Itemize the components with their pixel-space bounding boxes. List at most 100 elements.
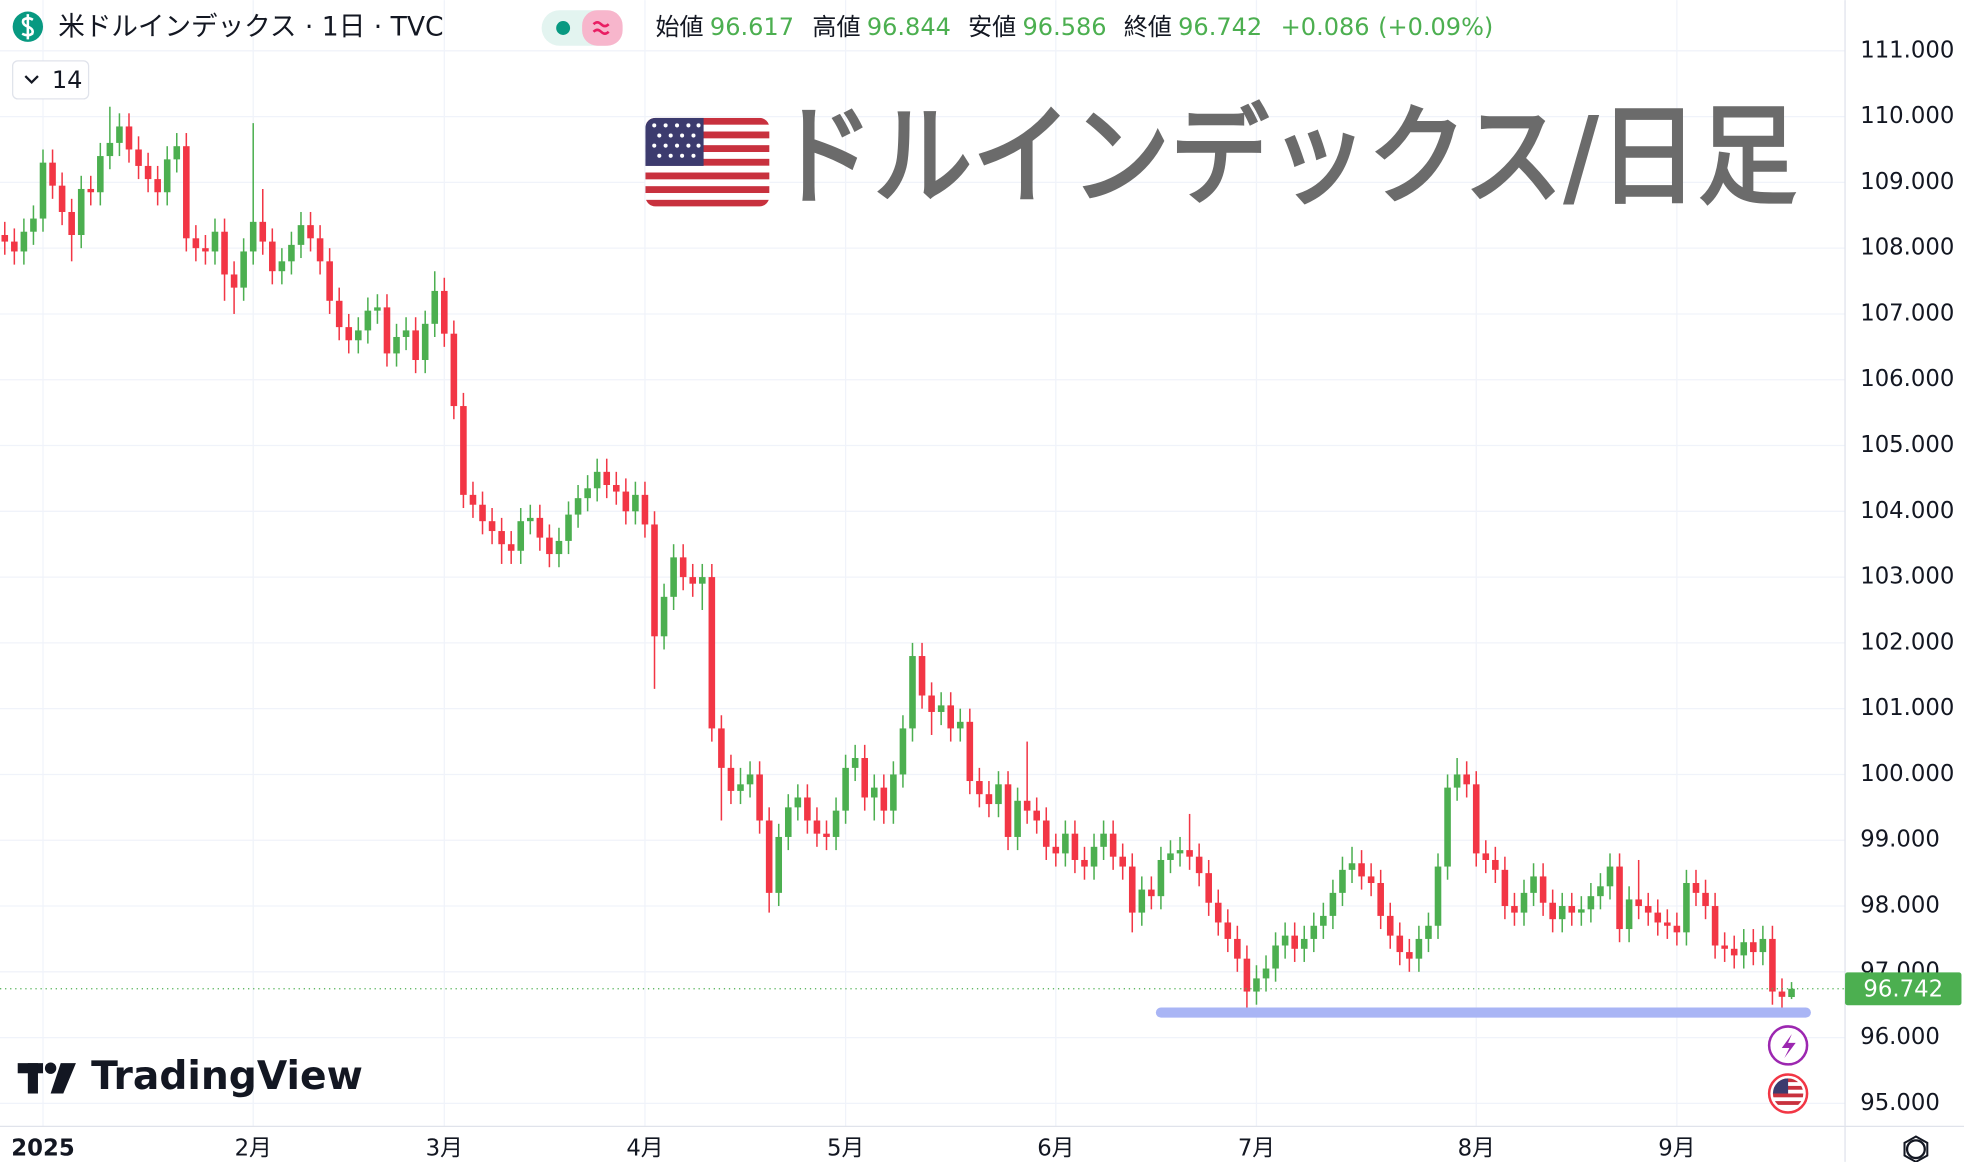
candle-body: [584, 488, 591, 499]
candle-body: [1759, 938, 1767, 953]
candle-body: [851, 758, 859, 768]
candle-body: [603, 471, 611, 485]
candle-body: [1062, 833, 1069, 854]
candle-body: [278, 261, 286, 272]
candle-body: [68, 211, 75, 236]
candle-body: [899, 728, 907, 775]
candle-body: [1014, 800, 1021, 837]
candle-body: [1033, 810, 1040, 821]
candle-body: [1587, 896, 1595, 910]
candle-body: [689, 577, 697, 584]
candle-body: [1205, 873, 1212, 903]
candle-body: [240, 251, 247, 288]
last-price-box: [1845, 972, 1962, 1006]
candle-body: [737, 784, 744, 791]
ohlc-label: 終値: [1124, 13, 1172, 41]
candle-body: [154, 179, 161, 193]
candle-body: [861, 758, 869, 798]
candle-body: [1635, 899, 1642, 907]
y-tick-label: 104.000: [1860, 498, 1954, 524]
candle-body: [517, 521, 525, 551]
candle-body: [125, 126, 133, 150]
candle-body: [326, 261, 333, 301]
x-tick-label: 4月: [626, 1136, 663, 1162]
candle-body: [670, 557, 677, 597]
candle-body: [1234, 938, 1241, 959]
x-tick-label: 2025: [11, 1136, 74, 1162]
candle-body: [1730, 948, 1738, 956]
candle-body: [679, 557, 687, 578]
candle-body: [1138, 889, 1146, 913]
grid: [0, 0, 1846, 1127]
candle-body: [173, 146, 181, 160]
candle-body: [345, 327, 353, 341]
candle-body: [1683, 883, 1690, 933]
candle-body: [202, 248, 209, 252]
candle-body: [1157, 859, 1165, 897]
lightning: [1781, 1034, 1796, 1059]
candle-body: [1530, 876, 1537, 893]
settings-icon[interactable]: [1905, 1139, 1926, 1160]
x-tick-label: 6月: [1037, 1136, 1074, 1162]
candle-body: [918, 656, 926, 696]
candle-body: [211, 231, 219, 252]
candle-body: [1176, 850, 1184, 854]
candle-body: [1721, 945, 1728, 949]
candle-body: [1042, 820, 1050, 847]
candle-body: [1444, 787, 1451, 867]
indicator-toggle[interactable]: [12, 60, 90, 100]
candle-body: [1702, 892, 1709, 907]
candle-body: [1769, 938, 1776, 992]
candle-body: [1664, 922, 1671, 926]
change-percent: (+0.09%): [1378, 13, 1493, 41]
candle-body: [1023, 800, 1031, 811]
candle-body: [1358, 863, 1365, 877]
header: 米ドルインデックス · 1日 · TVC 始値 96.617 高値 96.844 安値 9…: [12, 10, 1493, 100]
candle-body: [1568, 906, 1576, 913]
candle-body: [1501, 869, 1509, 907]
candle-body: [1243, 958, 1251, 992]
candle-body: [708, 577, 716, 729]
ohlc-label: 高値: [812, 13, 860, 41]
x-tick-label: 7月: [1238, 1136, 1275, 1162]
candle-body: [374, 307, 381, 311]
candle-body: [450, 333, 458, 407]
candle-body: [192, 238, 200, 249]
candle-body: [364, 310, 372, 331]
candle-body: [909, 656, 916, 729]
candle-body: [269, 241, 276, 272]
candle-body: [1711, 906, 1719, 946]
y-tick-label: 106.000: [1860, 366, 1954, 392]
candle-body: [230, 274, 238, 288]
y-tick-label: 101.000: [1860, 695, 1954, 721]
candle-body: [928, 695, 935, 712]
y-tick-label: 109.000: [1860, 169, 1954, 195]
market-open-dot: [556, 21, 571, 35]
last-price-label: 96.742: [1863, 977, 1943, 1003]
ohlc-value: 96.617: [710, 13, 794, 41]
candle-body: [1434, 866, 1442, 926]
candle-body: [1453, 774, 1461, 788]
candle-body: [1224, 922, 1232, 939]
candle-body: [316, 238, 324, 262]
candle-body: [259, 221, 267, 242]
status-pill-right[interactable]: [582, 10, 623, 46]
watermark: TradingView: [91, 1054, 363, 1099]
candle-body: [1673, 925, 1681, 933]
candle-body: [1625, 899, 1633, 930]
candle-body: [593, 471, 601, 489]
candle-body: [565, 514, 572, 541]
candle-body: [1396, 935, 1404, 953]
candle-body: [1253, 978, 1260, 992]
candle-body: [1348, 863, 1356, 870]
candle-body: [1339, 869, 1346, 893]
candle-body: [1262, 968, 1270, 979]
candle-body: [1616, 866, 1623, 930]
candle-body: [460, 406, 467, 495]
candle-body: [183, 146, 190, 239]
candle-body: [1300, 938, 1308, 949]
candle-body: [546, 537, 553, 555]
candle-body: [794, 797, 802, 808]
